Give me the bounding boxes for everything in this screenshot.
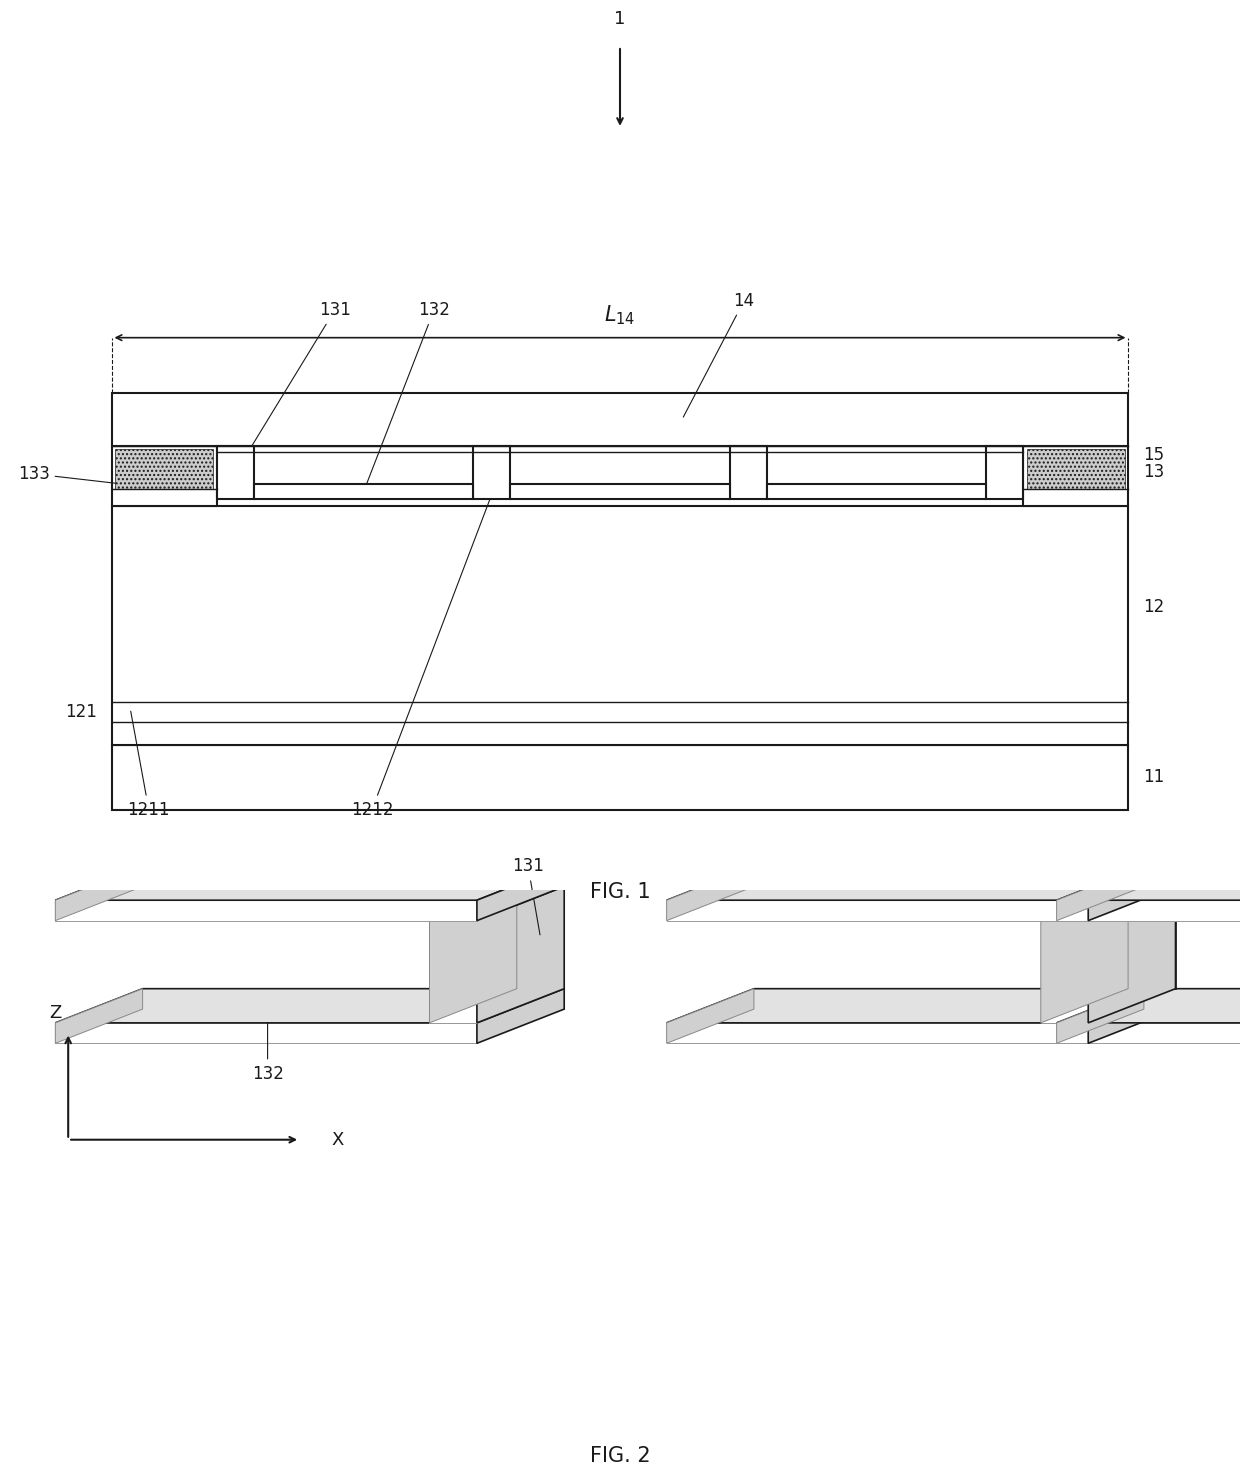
Polygon shape [429, 886, 517, 1022]
Text: 14: 14 [683, 292, 755, 417]
Text: 132: 132 [365, 301, 450, 488]
Bar [112, 745, 1128, 810]
Polygon shape [56, 901, 477, 920]
Polygon shape [56, 988, 564, 1022]
Polygon shape [667, 988, 754, 1043]
Polygon shape [1040, 886, 1128, 1022]
Polygon shape [1056, 867, 1145, 920]
Bar [729, 447, 766, 499]
Text: 133: 133 [17, 464, 151, 487]
Polygon shape [1089, 988, 1176, 1043]
Bar [1027, 450, 1125, 490]
Text: 121: 121 [64, 703, 97, 721]
Polygon shape [1040, 920, 1089, 1022]
Text: Z: Z [50, 1003, 62, 1022]
Polygon shape [477, 867, 564, 920]
Polygon shape [56, 1022, 477, 1043]
Polygon shape [143, 988, 564, 1009]
Polygon shape [1128, 886, 1176, 988]
Polygon shape [1056, 988, 1240, 1022]
Text: 13: 13 [1143, 463, 1164, 481]
Bar [511, 484, 729, 499]
Text: 12: 12 [1143, 598, 1164, 616]
Polygon shape [1145, 988, 1240, 1009]
Text: 1212: 1212 [351, 497, 491, 819]
Polygon shape [667, 867, 1176, 901]
Bar [1023, 447, 1128, 506]
Bar [474, 447, 511, 499]
Text: 11: 11 [1143, 769, 1164, 787]
Bar [766, 484, 986, 499]
Polygon shape [667, 901, 1089, 920]
Bar [112, 447, 217, 506]
Bar [112, 506, 1128, 745]
Polygon shape [477, 988, 564, 1043]
Text: 132: 132 [252, 1022, 284, 1082]
Bar [112, 393, 1128, 447]
Polygon shape [56, 988, 143, 1043]
Polygon shape [1145, 867, 1240, 886]
Text: $L_{14}$: $L_{14}$ [604, 303, 636, 326]
Polygon shape [667, 1022, 1089, 1043]
Text: 1211: 1211 [128, 711, 170, 819]
Polygon shape [754, 867, 1176, 886]
Polygon shape [143, 867, 564, 886]
Polygon shape [1056, 1022, 1240, 1043]
Text: FIG. 2: FIG. 2 [590, 1447, 650, 1466]
Polygon shape [56, 867, 564, 901]
Bar [115, 450, 213, 490]
Polygon shape [517, 886, 564, 988]
Polygon shape [56, 867, 143, 920]
Bar [254, 484, 474, 499]
Bar [986, 447, 1023, 499]
Polygon shape [429, 920, 477, 1022]
Polygon shape [1089, 867, 1176, 920]
Polygon shape [667, 988, 1176, 1022]
Text: 15: 15 [1143, 447, 1164, 464]
Polygon shape [1056, 988, 1145, 1043]
Polygon shape [754, 988, 1176, 1009]
Text: X: X [331, 1131, 343, 1149]
Text: 131: 131 [237, 301, 351, 470]
Bar [217, 447, 254, 499]
Polygon shape [667, 867, 754, 920]
Polygon shape [1056, 867, 1240, 901]
Polygon shape [1056, 901, 1240, 920]
Text: 131: 131 [512, 858, 544, 935]
Polygon shape [1089, 886, 1176, 1022]
Text: FIG. 1: FIG. 1 [590, 881, 650, 902]
Text: 1: 1 [614, 9, 626, 28]
Polygon shape [477, 886, 564, 1022]
